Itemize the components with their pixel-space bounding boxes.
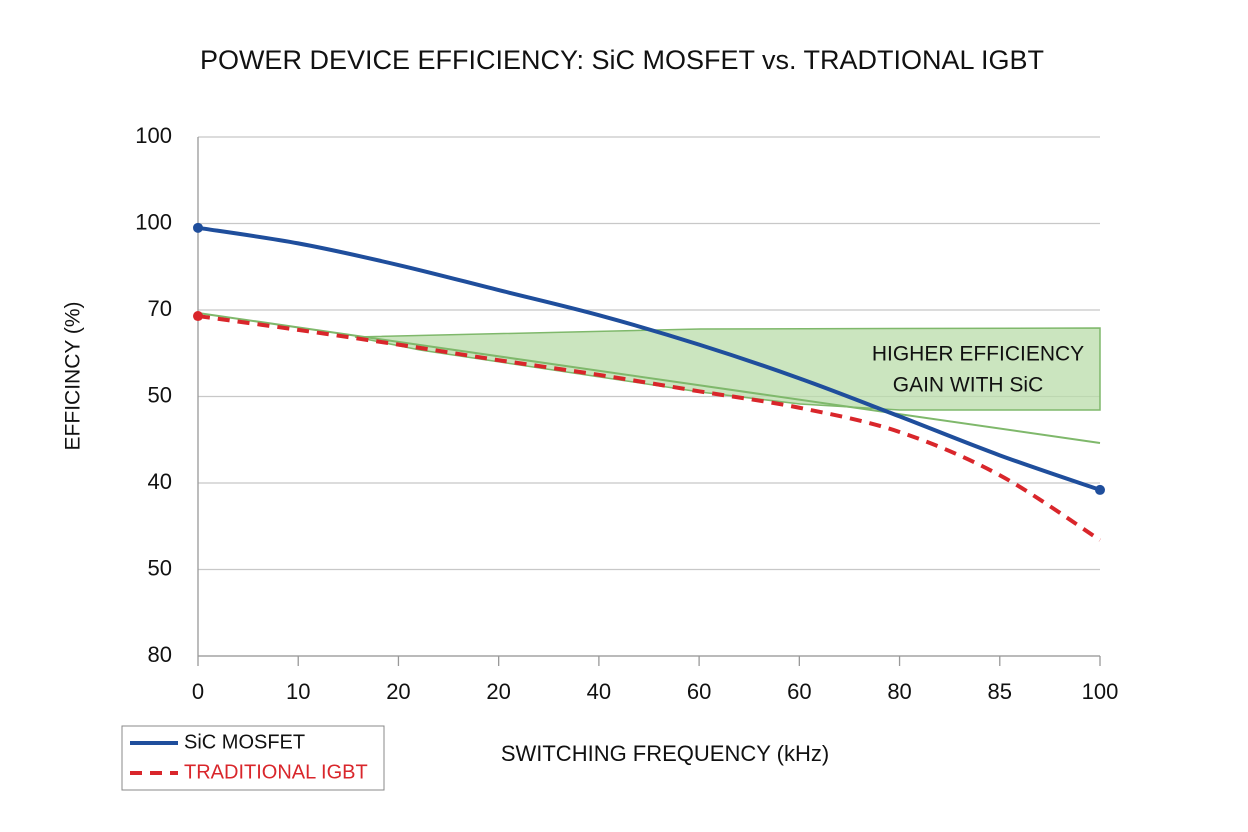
y-tick-label: 80 bbox=[148, 642, 172, 667]
y-tick-label: 70 bbox=[148, 296, 172, 321]
x-tick-label: 40 bbox=[587, 679, 611, 704]
y-tick-label: 50 bbox=[148, 555, 172, 580]
x-tick-label: 20 bbox=[386, 679, 410, 704]
y-tick-label: 40 bbox=[148, 469, 172, 494]
point bbox=[193, 222, 203, 233]
x-tick-label: 85 bbox=[988, 679, 1012, 704]
x-tick-label: 80 bbox=[887, 679, 911, 704]
series-line bbox=[197, 314, 1102, 542]
annotation: HIGHER EFFICIENCY bbox=[872, 343, 1084, 366]
point bbox=[193, 311, 203, 322]
x-tick-label: 0 bbox=[192, 679, 204, 704]
x-tick-label: 20 bbox=[486, 679, 510, 704]
series-line bbox=[197, 225, 1101, 492]
legend bbox=[121, 725, 385, 791]
x-tick-label: 60 bbox=[787, 679, 811, 704]
x-tick-label: 100 bbox=[1082, 679, 1119, 704]
point bbox=[1095, 484, 1105, 495]
x-tick-label: 10 bbox=[286, 679, 310, 704]
x-tick-label: 60 bbox=[687, 679, 711, 704]
gain-region bbox=[354, 327, 1101, 411]
y-tick-label: 100 bbox=[135, 209, 172, 234]
gain-boundary bbox=[197, 312, 1101, 444]
y-axis-label: EFFICINCY (%) bbox=[62, 302, 85, 451]
legend-label: SiC MOSFET bbox=[184, 731, 305, 753]
legend-label: TRADITIONAL IGBT bbox=[184, 761, 368, 783]
y-tick-label: 50 bbox=[148, 382, 172, 407]
y-tick-label: 100 bbox=[135, 123, 172, 148]
annotation: GAIN WITH SiC bbox=[893, 374, 1044, 397]
chart-title: POWER DEVICE EFFICIENCY: SiC MOSFET vs. … bbox=[200, 45, 1044, 75]
x-axis-label: SWITCHING FREQUENCY (kHz) bbox=[501, 741, 829, 766]
